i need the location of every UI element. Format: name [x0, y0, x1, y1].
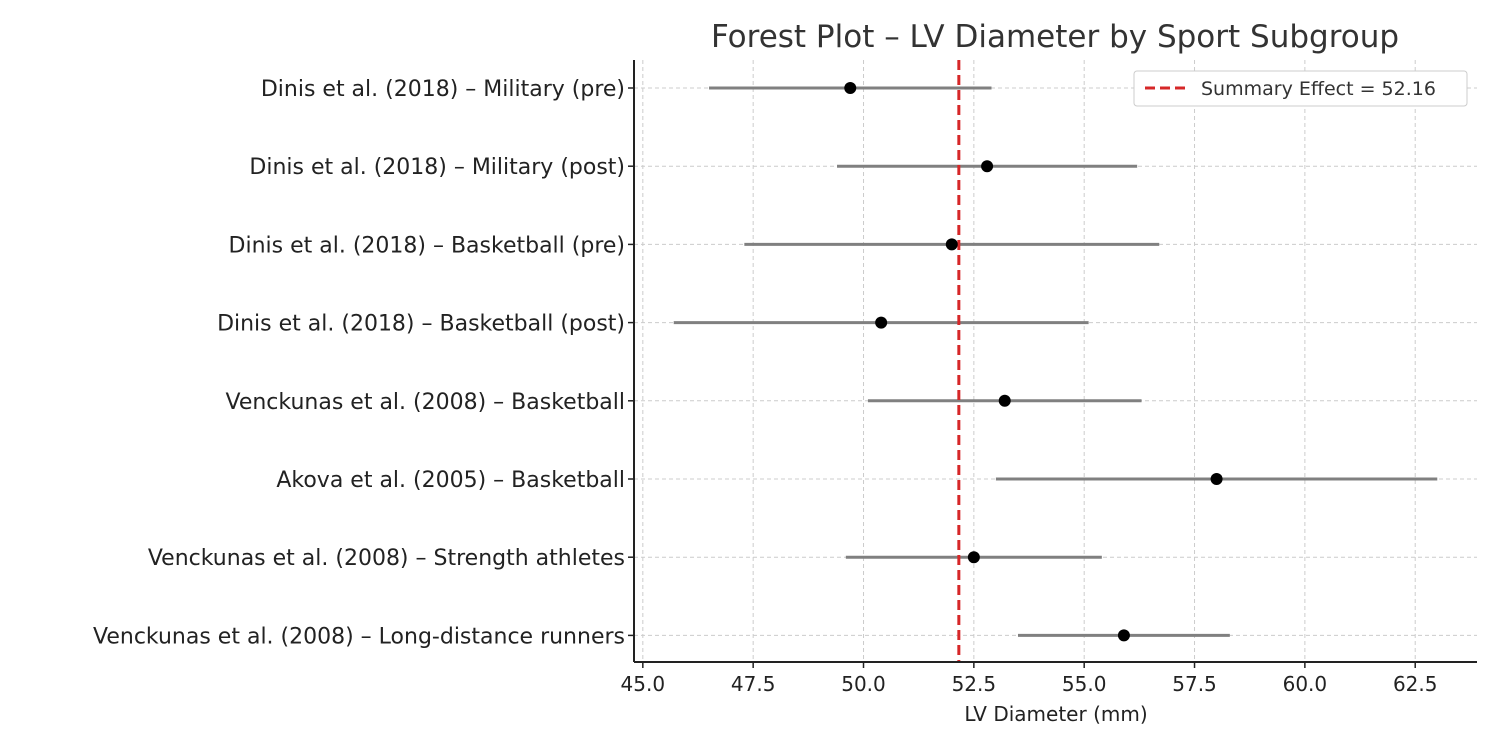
y-axis-labels: Dinis et al. (2018) – Military (pre) Dini… [93, 77, 625, 649]
point-estimate [998, 394, 1011, 407]
y-tick-label: Venckunas et al. (2008) – Basketball [225, 390, 625, 415]
y-tick-label: Akova et al. (2005) – Basketball [276, 468, 625, 493]
chart-title: Forest Plot – LV Diameter by Sport Subgr… [711, 19, 1399, 55]
point-estimate [945, 238, 958, 251]
x-tick-label: 57.5 [1172, 672, 1217, 696]
x-tick-label: 50.0 [841, 672, 886, 696]
x-tick-label: 47.5 [731, 672, 776, 696]
y-tick-label: Dinis et al. (2018) – Basketball (post) [217, 312, 625, 337]
point-estimate [1210, 473, 1223, 485]
y-tick-label: Dinis et al. (2018) – Basketball (pre) [229, 233, 625, 258]
y-tick-label: Venckunas et al. (2008) – Strength athle… [148, 546, 625, 571]
x-tick-label: 62.5 [1393, 672, 1438, 696]
legend: Summary Effect = 52.16 [1133, 70, 1468, 107]
point-estimates [844, 82, 1223, 642]
x-axis-label: LV Diameter (mm) [964, 702, 1147, 726]
point-estimate [967, 551, 980, 564]
point-estimate [875, 316, 888, 329]
x-tick-label: 52.5 [952, 672, 997, 696]
y-tick-label: Dinis et al. (2018) – Military (pre) [261, 77, 625, 102]
legend-box [1133, 70, 1468, 107]
x-tick-label: 45.0 [621, 672, 666, 696]
point-estimate [1117, 629, 1130, 642]
ci-lines [673, 86, 1438, 637]
y-tick-label: Venckunas et al. (2008) – Long-distance … [93, 624, 625, 649]
x-tick-label: 55.0 [1062, 672, 1107, 696]
grid-lines [634, 60, 1477, 662]
point-estimate [844, 82, 857, 94]
x-axis-ticks: 45.0 47.5 50.0 52.5 55.0 57.5 60.0 62.5 [621, 662, 1438, 696]
axes [628, 60, 1477, 663]
legend-label: Summary Effect = 52.16 [1201, 78, 1436, 100]
x-tick-label: 60.0 [1283, 672, 1328, 696]
point-estimate [981, 160, 994, 173]
y-tick-label: Dinis et al. (2018) – Military (post) [249, 155, 625, 180]
